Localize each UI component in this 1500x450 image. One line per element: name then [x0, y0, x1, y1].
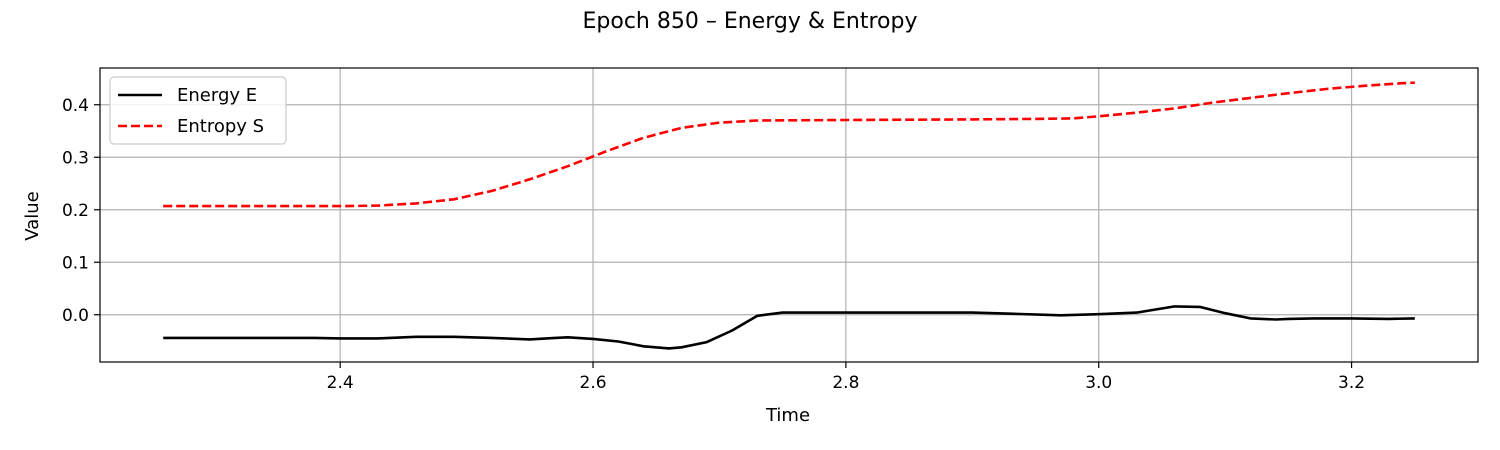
- y-axis-label: Value: [22, 191, 43, 240]
- legend: Energy E Entropy S: [109, 76, 287, 145]
- plot-frame: [99, 67, 1479, 363]
- series-group: [163, 81, 1415, 350]
- chart-title: Epoch 850 – Energy & Entropy: [583, 9, 918, 34]
- y-axis-ticks: 0.0 0.1 0.2 0.3 0.4: [62, 96, 100, 326]
- legend-label: Entropy S: [177, 116, 264, 137]
- x-axis-ticks: 2.4 2.6 2.8 3.0 3.2: [327, 362, 1365, 393]
- series-line-energy-e: [163, 305, 1415, 350]
- x-tick-label: 3.0: [1085, 373, 1112, 393]
- legend-label: Energy E: [177, 85, 257, 106]
- y-tick-label: 0.2: [62, 201, 89, 221]
- x-tick-label: 2.8: [832, 373, 859, 393]
- y-tick-label: 0.1: [62, 253, 89, 273]
- x-tick-label: 2.6: [580, 373, 607, 393]
- grid-lines: [100, 68, 1478, 362]
- x-axis-label: Time: [765, 405, 810, 426]
- x-tick-label: 2.4: [327, 373, 354, 393]
- y-tick-label: 0.0: [62, 306, 89, 326]
- series-line-entropy-s: [163, 81, 1415, 208]
- y-tick-label: 0.4: [62, 96, 89, 116]
- y-tick-label: 0.3: [62, 148, 89, 168]
- x-tick-label: 3.2: [1338, 373, 1365, 393]
